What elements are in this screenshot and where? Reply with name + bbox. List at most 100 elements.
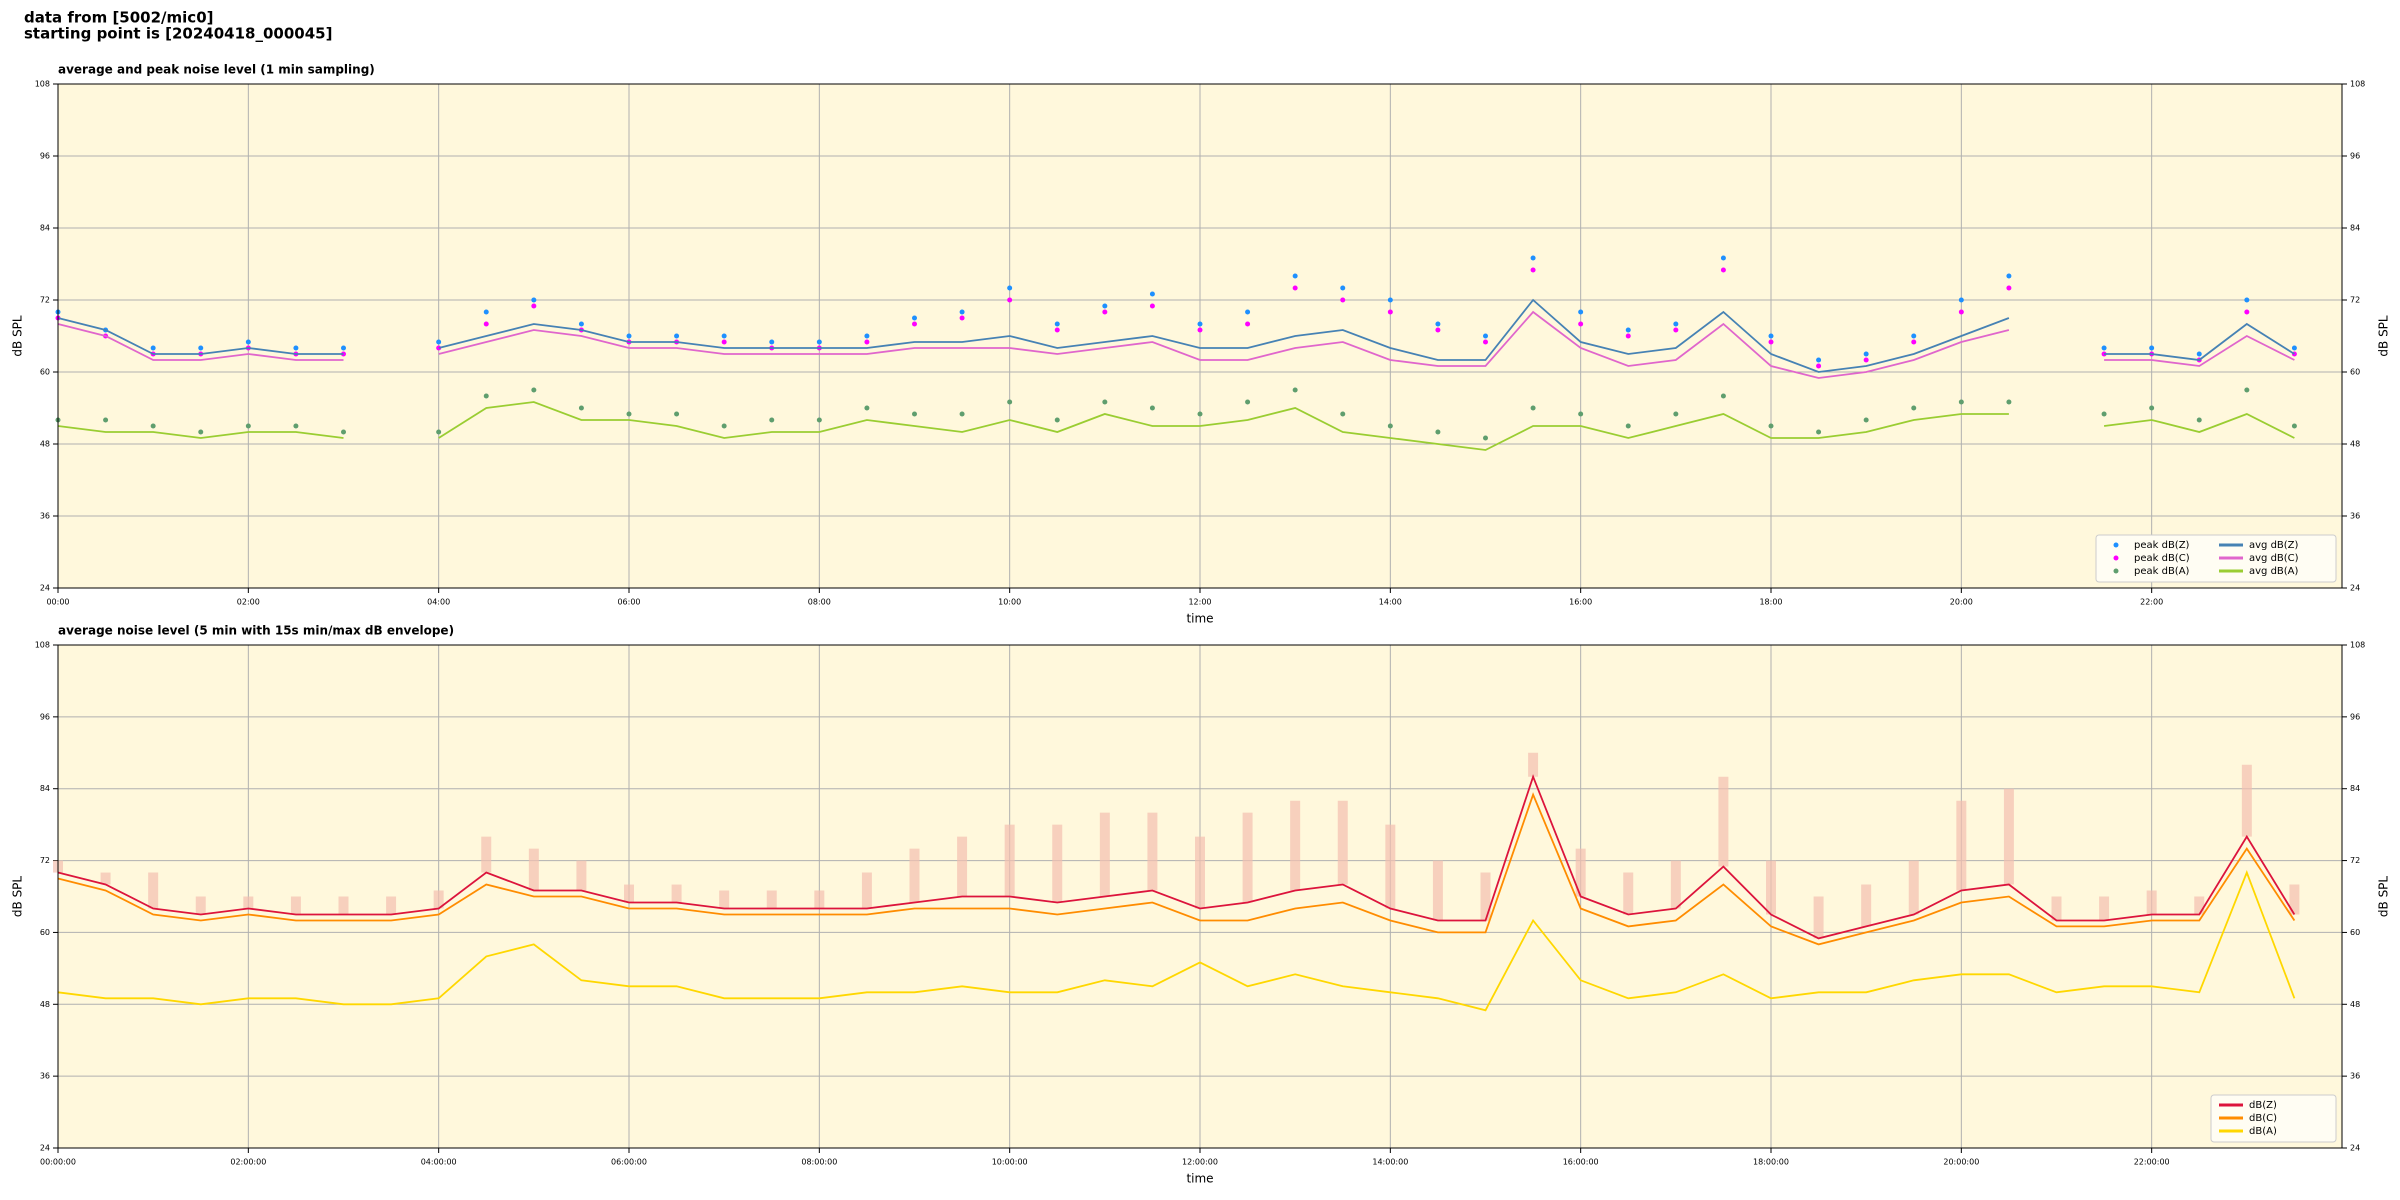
x-tick-label: 16:00 <box>1569 598 1592 607</box>
peak-marker <box>1673 411 1679 417</box>
peak-marker <box>959 315 965 321</box>
peak-marker <box>531 387 537 393</box>
x-tick-label: 20:00 <box>1950 598 1973 607</box>
peak-marker <box>864 405 870 411</box>
y2-tick-label: 96 <box>2350 152 2360 161</box>
peak-marker <box>2244 387 2250 393</box>
y2-tick-label: 24 <box>2350 1144 2360 1153</box>
y2-tick-label: 60 <box>2350 928 2360 937</box>
x-tick-label: 22:00 <box>2140 598 2163 607</box>
legend-marker <box>2113 568 2119 574</box>
peak-marker <box>1387 423 1393 429</box>
series-line <box>57 401 2295 451</box>
peak-marker <box>912 321 917 327</box>
peak-marker <box>2149 345 2155 351</box>
peak-marker <box>1530 405 1536 411</box>
peak-marker <box>816 339 822 345</box>
x-tick-label: 14:00:00 <box>1372 1158 1408 1167</box>
x-tick-label: 10:00 <box>998 598 1021 607</box>
y-tick-label: 60 <box>40 368 50 377</box>
peak-marker <box>1435 321 1441 327</box>
peak-marker <box>1149 291 1155 297</box>
peak-marker <box>864 333 870 339</box>
plot-frame <box>57 644 2343 1149</box>
y2-axis-label: dB SPL <box>2377 876 2391 918</box>
peak-marker <box>578 321 584 327</box>
header-line: data from [5002/mic0] <box>24 9 214 27</box>
y-tick-label: 96 <box>40 152 50 161</box>
peak-marker <box>1197 327 1203 333</box>
peak-marker <box>2244 309 2250 315</box>
y2-tick-label: 36 <box>2350 1072 2360 1081</box>
peak-marker <box>626 333 632 339</box>
peak-marker <box>1530 255 1536 261</box>
peak-marker <box>1911 339 1917 345</box>
peak-marker <box>103 417 109 423</box>
peak-marker <box>2291 423 2297 429</box>
peak-marker <box>2101 345 2107 351</box>
series-line <box>57 870 2296 1012</box>
y-tick-label: 84 <box>40 224 50 233</box>
peak-marker <box>2291 345 2297 351</box>
series-line <box>57 310 2295 379</box>
x-tick-label: 16:00:00 <box>1563 1158 1599 1167</box>
peak-marker <box>1625 333 1631 339</box>
x-tick-label: 12:00:00 <box>1182 1158 1218 1167</box>
peak-marker <box>1340 411 1346 417</box>
peak-marker <box>1816 429 1822 435</box>
x-tick-label: 08:00 <box>808 598 831 607</box>
series-line <box>57 298 2295 373</box>
peak-marker <box>1435 429 1441 435</box>
peak-marker <box>721 333 727 339</box>
peak-marker <box>1054 321 1060 327</box>
peak-marker <box>1578 309 1584 315</box>
x-tick-label: 12:00 <box>1188 598 1211 607</box>
peak-marker <box>341 345 346 351</box>
legend-marker <box>2113 555 2119 561</box>
subplot-title: average and peak noise level (1 min samp… <box>58 63 375 77</box>
peak-marker <box>1911 333 1917 339</box>
subplot-title: average noise level (5 min with 15s min/… <box>58 624 454 638</box>
peak-marker <box>626 411 632 417</box>
x-tick-label: 00:00:00 <box>40 1158 76 1167</box>
peak-marker <box>198 429 204 435</box>
peak-marker <box>1245 399 1251 405</box>
header-line: starting point is [20240418_000045] <box>24 25 332 43</box>
peak-marker <box>1720 255 1726 261</box>
peak-marker <box>2101 411 2107 417</box>
peak-marker <box>1292 387 1298 393</box>
peak-marker <box>912 411 917 417</box>
y2-tick-label: 60 <box>2350 368 2360 377</box>
legend-label: dB(Z) <box>2249 1100 2277 1111</box>
peak-marker <box>150 423 156 429</box>
x-tick-label: 00:00 <box>46 598 69 607</box>
peak-marker <box>1625 327 1631 333</box>
peak-marker <box>769 417 775 423</box>
peak-marker <box>1102 303 1108 309</box>
legend-label: avg dB(Z) <box>2249 540 2299 551</box>
peak-marker <box>864 339 870 345</box>
legend-label: peak dB(A) <box>2134 566 2190 577</box>
y-tick-label: 108 <box>35 641 50 650</box>
peak-marker <box>1911 405 1917 411</box>
peak-marker <box>1578 321 1584 327</box>
series-line <box>57 792 2296 946</box>
peak-marker <box>2196 351 2202 357</box>
peak-marker <box>674 411 680 417</box>
peak-marker <box>245 423 251 429</box>
peak-marker <box>2149 405 2155 411</box>
y2-tick-label: 84 <box>2350 224 2360 233</box>
peak-marker <box>1197 321 1203 327</box>
peak-marker <box>721 339 727 345</box>
peak-marker <box>2196 417 2202 423</box>
y2-axis-label: dB SPL <box>2377 315 2391 357</box>
peak-marker <box>483 321 489 327</box>
peak-marker <box>1387 297 1393 303</box>
legend-label: avg dB(C) <box>2249 553 2299 564</box>
peak-marker <box>531 303 537 309</box>
peak-marker <box>1768 339 1774 345</box>
peak-marker <box>1863 351 1869 357</box>
peak-marker <box>2006 399 2012 405</box>
peak-marker <box>1625 423 1631 429</box>
peak-marker <box>198 345 204 351</box>
